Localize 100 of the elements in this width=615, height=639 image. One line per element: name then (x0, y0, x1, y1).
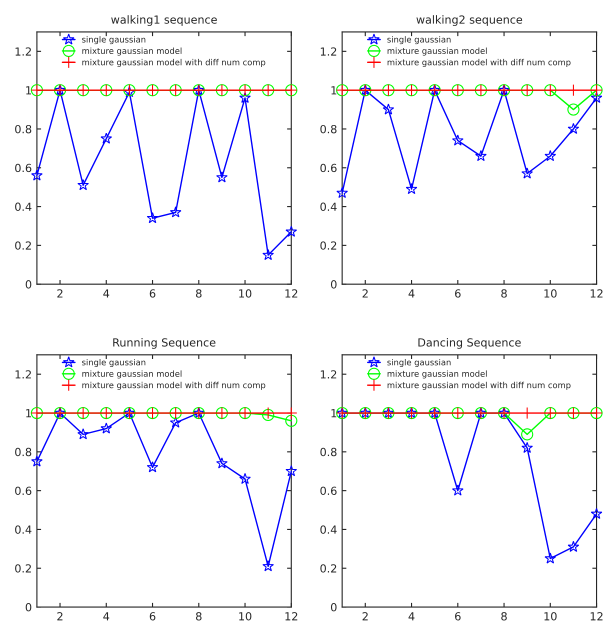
y-tick-label: 1 (26, 409, 32, 418)
x-tick-label: 6 (455, 289, 461, 298)
legend-label: single gaussian (82, 36, 146, 44)
legend-label: mixture gaussian model (388, 48, 487, 56)
y-tick-label: 1.2 (320, 47, 336, 56)
point (100, 422, 112, 434)
x-tick-label: 8 (501, 289, 507, 298)
point (170, 206, 182, 218)
y-tick-label: 0.8 (15, 448, 32, 456)
y-tick-label: 0.6 (15, 486, 32, 496)
point (262, 249, 274, 260)
point (544, 552, 556, 564)
point (567, 103, 580, 116)
point (285, 226, 298, 237)
x-tick-label: 8 (196, 612, 202, 621)
y-tick-label: 0.8 (320, 448, 337, 456)
point (521, 442, 533, 453)
point (31, 169, 43, 181)
x-tick-label: 6 (150, 289, 156, 298)
point (452, 484, 464, 496)
legend-label: mixture gaussian model with diff num comp (82, 58, 266, 67)
x-tick-label: 2 (362, 289, 368, 298)
x-tick-label: 10 (544, 289, 557, 298)
point (216, 457, 228, 468)
y-tick-label: 0 (26, 603, 32, 612)
point (590, 92, 602, 103)
y-tick-label: 0.4 (15, 202, 32, 211)
y-tick-label: 0.2 (15, 564, 31, 573)
point (77, 179, 89, 190)
x-tick-label: 2 (57, 612, 62, 620)
point (146, 461, 158, 472)
chart-title: Running Sequence (113, 338, 216, 349)
y-tick-label: 0.6 (15, 164, 32, 172)
x-tick-label: 12 (285, 612, 298, 620)
x-tick-label: 12 (590, 612, 603, 620)
point (239, 92, 251, 103)
x-tick-label: 4 (103, 612, 110, 620)
chart-title: Dancing Sequence (418, 338, 521, 349)
y-tick-label: 0.8 (320, 124, 337, 134)
legend-label: mixture gaussian model with diff num comp (388, 58, 571, 67)
y-tick-label: 0 (330, 280, 337, 289)
legend-label: single gaussian (82, 358, 146, 368)
point (568, 540, 580, 552)
point (170, 416, 182, 428)
point (262, 560, 274, 572)
point (285, 414, 298, 427)
y-tick-label: 0.6 (320, 164, 337, 172)
point (31, 455, 43, 467)
y-tick-label: 0.4 (15, 525, 32, 534)
point (216, 171, 228, 182)
point (382, 103, 394, 115)
x-tick-label: 2 (362, 612, 368, 620)
legend-label: mixture gaussian model (388, 370, 487, 378)
y-tick-label: 0 (26, 280, 32, 289)
point (521, 428, 534, 440)
point (567, 84, 580, 96)
x-tick-label: 12 (590, 289, 603, 298)
x-tick-label: 12 (285, 289, 298, 298)
legend-label: mixture gaussian model (82, 48, 182, 56)
legend-label: mixture gaussian model (82, 370, 182, 378)
y-tick-label: 0 (330, 603, 337, 612)
y-tick-label: 0.8 (15, 124, 32, 134)
x-tick-label: 6 (150, 612, 156, 621)
x-tick-label: 2 (57, 289, 62, 298)
point (590, 508, 602, 519)
x-tick-label: 6 (455, 612, 461, 621)
y-tick-label: 1.2 (320, 370, 336, 378)
point (521, 168, 533, 179)
legend-label: single gaussian (387, 358, 451, 368)
point (100, 132, 112, 144)
point (146, 212, 158, 224)
point (544, 150, 556, 162)
point (239, 472, 251, 484)
x-tick-label: 10 (239, 289, 252, 298)
x-tick-label: 8 (196, 289, 202, 298)
y-tick-label: 0.2 (15, 241, 31, 250)
legend-label: mixture gaussian model with diff num comp (82, 382, 266, 390)
chart-title: walking1 sequence (111, 15, 217, 26)
point (568, 122, 580, 134)
legend-label: single gaussian (387, 36, 451, 44)
point (452, 134, 464, 146)
x-tick-label: 4 (408, 289, 414, 298)
legend-label: mixture gaussian model with diff num comp (388, 382, 571, 390)
y-tick-label: 1.2 (16, 370, 31, 378)
y-tick-label: 1 (331, 86, 336, 94)
y-tick-label: 1.2 (16, 47, 31, 56)
chart-title: walking2 sequence (416, 15, 522, 26)
x-tick-label: 10 (239, 612, 252, 621)
y-tick-label: 0.2 (320, 564, 336, 573)
y-tick-label: 0.2 (320, 241, 336, 250)
point (77, 428, 89, 440)
y-tick-label: 0.4 (320, 202, 337, 211)
point (285, 465, 298, 476)
x-tick-label: 8 (501, 612, 507, 621)
x-tick-label: 4 (103, 289, 110, 298)
y-tick-label: 0.6 (320, 486, 337, 496)
y-tick-label: 1 (331, 409, 336, 418)
point (336, 186, 348, 198)
y-tick-label: 1 (26, 86, 32, 94)
point (406, 183, 418, 194)
